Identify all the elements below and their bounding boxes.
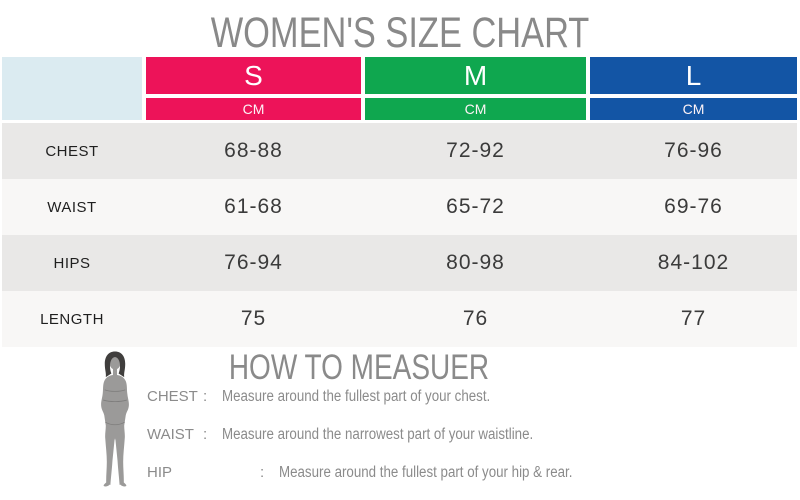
measure-colon: : [203,426,208,443]
measure-colon: : [260,464,265,481]
measure-desc-chest: Measure around the fullest part of your … [222,388,491,405]
chest-value-s: 68-88 [224,139,283,162]
table-row-waist: WAIST 61-68 65-72 69-76 [2,179,797,235]
measure-line-chest: CHEST : Measure around the fullest part … [147,388,767,409]
measure-instructions: CHEST : Measure around the fullest part … [147,388,767,500]
page-title: WOMEN'S SIZE CHART [210,9,590,57]
how-to-measure-title: HOW TO MEASUER [228,348,490,387]
table-row-chest: CHEST 68-88 72-92 76-96 [2,123,797,179]
woman-silhouette-icon [92,350,138,495]
row-label-length: LENGTH [40,310,104,328]
unit-header-m: CM [365,98,586,120]
waist-value-m: 65-72 [446,195,505,218]
row-label-chest: CHEST [45,142,99,160]
table-header: S M L CM CM CM [2,57,797,120]
size-header-l: L [590,57,797,94]
size-chart-table: S M L CM CM CM CHEST 68-88 72-92 76-96 W… [2,57,797,347]
measure-line-waist: WAIST : Measure around the narrowest par… [147,426,767,447]
unit-header-l: CM [590,98,797,120]
measure-line-hip: HIP : Measure around the fullest part of… [147,464,767,485]
unit-header-s: CM [146,98,361,120]
chest-value-m: 72-92 [446,139,505,162]
measure-term-hip: HIP [147,464,173,481]
row-label-hips: HIPS [53,254,91,272]
hips-value-m: 80-98 [446,251,505,274]
row-label-waist: WAIST [47,198,97,216]
measure-desc-hip: Measure around the fullest part of your … [279,464,573,481]
measure-colon: : [203,388,208,405]
table-row-hips: HIPS 76-94 80-98 84-102 [2,235,797,291]
chest-value-l: 76-96 [664,139,723,162]
length-value-m: 76 [462,307,489,330]
length-value-s: 75 [240,307,267,330]
waist-value-s: 61-68 [224,195,283,218]
length-value-l: 77 [680,307,707,330]
measure-term-waist: WAIST [147,426,194,443]
table-row-length: LENGTH 75 76 77 [2,291,797,347]
table-corner-cell [2,57,142,120]
hips-value-s: 76-94 [224,251,283,274]
measure-term-chest: CHEST [147,388,198,405]
how-to-measure-section: HOW TO MEASUER CHEST : Measure around th… [0,347,800,500]
hips-value-l: 84-102 [657,251,730,274]
measure-desc-waist: Measure around the narrowest part of you… [222,426,534,443]
waist-value-l: 69-76 [664,195,723,218]
size-header-m: M [365,57,586,94]
size-header-s: S [146,57,361,94]
